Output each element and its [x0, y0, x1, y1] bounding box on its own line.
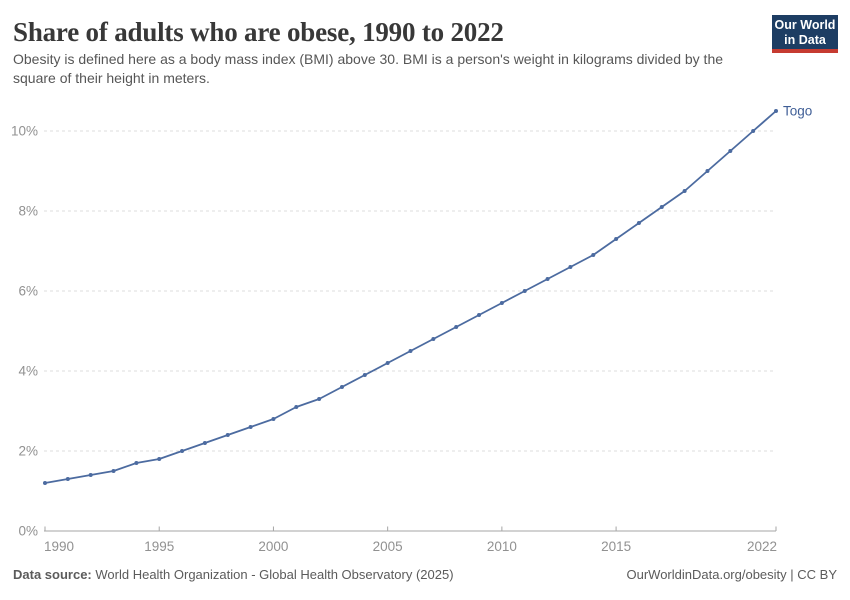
data-point-togo-2000 — [271, 417, 276, 421]
data-point-togo-2016 — [636, 221, 641, 225]
data-point-togo-1995 — [157, 457, 162, 461]
data-point-togo-2014 — [591, 253, 596, 257]
data-source-label: Data source: — [13, 567, 92, 582]
data-point-togo-2020 — [728, 149, 733, 153]
entity-label-togo[interactable]: Togo — [783, 104, 812, 119]
y-tick-label-2pct: 2% — [18, 444, 38, 459]
data-point-togo-2004 — [362, 373, 367, 377]
data-point-togo-2019 — [705, 169, 710, 173]
data-point-togo-2022 — [774, 109, 778, 113]
data-point-togo-2011 — [522, 289, 527, 293]
data-point-togo-2002 — [317, 397, 322, 401]
data-point-togo-2013 — [568, 265, 573, 269]
chart-footer: Data source: World Health Organization -… — [13, 567, 837, 582]
data-point-togo-1994 — [134, 461, 139, 465]
series-line-togo — [44, 110, 777, 484]
data-point-togo-2010 — [499, 301, 504, 305]
data-point-togo-2009 — [477, 313, 482, 317]
y-tick-label-8pct: 8% — [18, 204, 38, 219]
x-tick-label-2015: 2015 — [601, 539, 631, 554]
data-point-togo-2015 — [614, 237, 619, 241]
x-tick-label-2005: 2005 — [373, 539, 403, 554]
data-point-togo-1993 — [111, 469, 116, 473]
y-tick-label-6pct: 6% — [18, 284, 38, 299]
data-point-togo-2005 — [385, 361, 390, 365]
data-point-togo-1990 — [43, 481, 47, 485]
y-tick-label-4pct: 4% — [18, 364, 38, 379]
x-tick-label-2010: 2010 — [487, 539, 517, 554]
data-point-togo-2012 — [545, 277, 550, 281]
chart-title: Share of adults who are obese, 1990 to 2… — [13, 17, 504, 47]
data-point-togo-2021 — [751, 129, 756, 133]
data-point-togo-1996 — [180, 449, 185, 453]
owid-logo-line2: in Data — [784, 33, 826, 47]
data-source-text: World Health Organization - Global Healt… — [95, 567, 454, 582]
data-point-togo-2003 — [339, 385, 344, 389]
data-point-togo-1991 — [65, 477, 70, 481]
data-point-togo-2006 — [408, 349, 413, 353]
data-point-togo-2007 — [431, 337, 436, 341]
data-point-togo-2001 — [294, 405, 299, 409]
y-tick-label-0pct: 0% — [18, 524, 38, 539]
data-point-togo-1992 — [88, 473, 93, 477]
data-point-togo-1999 — [248, 425, 253, 429]
data-point-togo-1998 — [225, 433, 230, 437]
data-source: Data source: World Health Organization -… — [13, 567, 454, 582]
x-tick-label-1990: 1990 — [44, 539, 74, 554]
credit-link[interactable]: OurWorldinData.org/obesity | CC BY — [626, 567, 838, 582]
chart-subtitle: Obesity is defined here as a body mass i… — [13, 51, 724, 86]
owid-logo-line1: Our World — [774, 18, 836, 32]
x-tick-label-2000: 2000 — [258, 539, 288, 554]
data-point-togo-2008 — [454, 325, 459, 329]
data-point-togo-1997 — [202, 441, 207, 445]
owid-logo: Our World in Data — [772, 15, 838, 53]
y-tick-label-10pct: 10% — [11, 124, 38, 139]
x-tick-label-1995: 1995 — [144, 539, 174, 554]
x-tick-label-2022: 2022 — [747, 539, 777, 554]
data-point-togo-2017 — [659, 205, 664, 209]
data-point-togo-2018 — [682, 189, 687, 193]
